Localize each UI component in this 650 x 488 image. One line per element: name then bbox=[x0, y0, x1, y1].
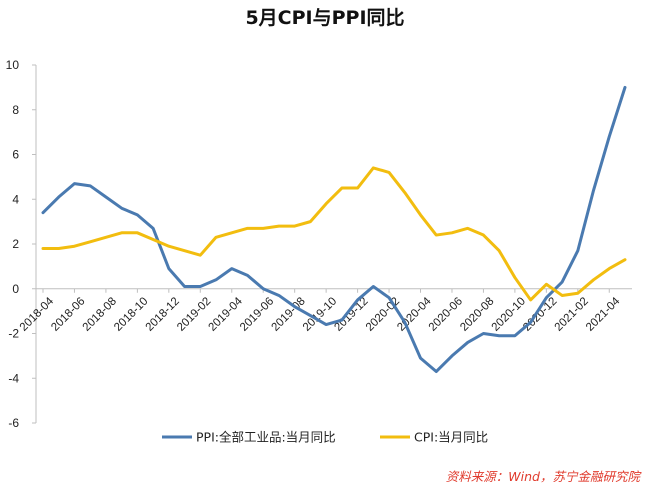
y-tick-label: 8 bbox=[12, 103, 19, 117]
x-tick-label: 2021-02 bbox=[553, 295, 591, 333]
x-tick-label: 2021-04 bbox=[584, 295, 623, 334]
chart-title: 5月CPI与PPI同比 bbox=[245, 7, 404, 29]
x-tick-label: 2018-12 bbox=[144, 295, 182, 333]
x-tick-label: 2019-06 bbox=[238, 295, 276, 333]
x-tick-label: 2018-10 bbox=[112, 295, 150, 333]
y-tick-label: 10 bbox=[6, 58, 20, 72]
x-tick-label: 2018-06 bbox=[49, 295, 87, 333]
y-tick-label: 6 bbox=[12, 148, 19, 162]
axes: -6-4-202468102018-042018-062018-082018-1… bbox=[6, 58, 632, 430]
y-tick-label: -4 bbox=[8, 371, 19, 385]
series-line-ppi bbox=[41, 85, 627, 374]
x-tick-label: 2019-02 bbox=[175, 295, 213, 333]
legend-label: PPI:全部工业品:当月同比 bbox=[196, 430, 336, 445]
y-tick-label: 0 bbox=[12, 282, 19, 296]
y-tick-label: -6 bbox=[8, 416, 19, 430]
x-tick-label: 2020-12 bbox=[521, 295, 559, 333]
x-tick-label: 2020-02 bbox=[364, 295, 402, 333]
source-note: 资料来源：Wind，苏宁金融研究院 bbox=[446, 469, 643, 484]
x-tick-label: 2020-08 bbox=[458, 295, 496, 333]
x-tick-label: 2018-08 bbox=[81, 295, 119, 333]
y-tick-label: 2 bbox=[12, 237, 19, 251]
legend: PPI:全部工业品:当月同比 CPI:当月同比 bbox=[162, 430, 488, 445]
y-tick-label: -2 bbox=[8, 327, 19, 341]
series-line-cpi bbox=[41, 166, 627, 302]
legend-label: CPI:当月同比 bbox=[414, 430, 488, 445]
series-layer bbox=[41, 85, 627, 374]
y-tick-label: 4 bbox=[12, 192, 19, 206]
x-tick-label: 2020-06 bbox=[427, 295, 465, 333]
x-tick-label: 2019-12 bbox=[332, 295, 370, 333]
